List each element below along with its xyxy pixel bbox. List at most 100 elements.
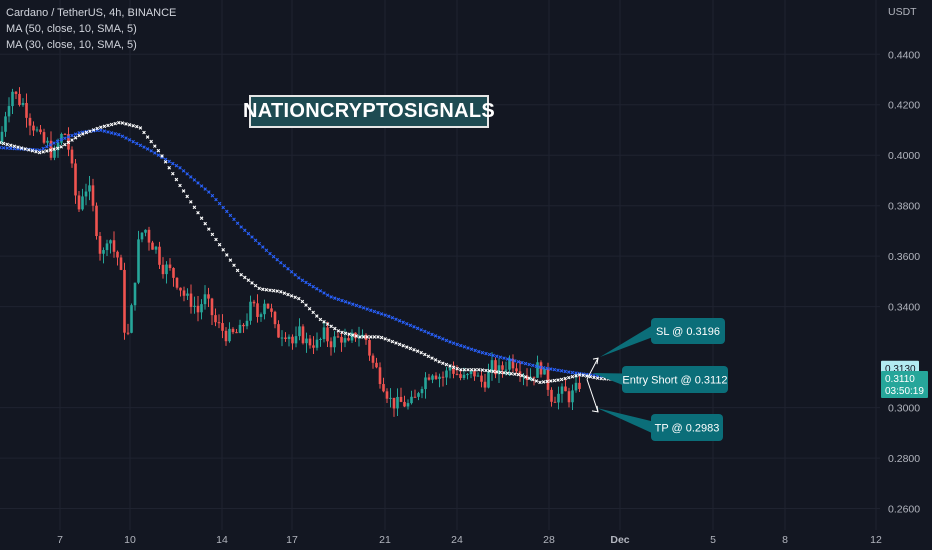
candle-body bbox=[333, 336, 336, 348]
ma-30-marker bbox=[545, 379, 549, 384]
ma-30-marker bbox=[498, 370, 503, 375]
ma-50-marker bbox=[41, 146, 45, 151]
ma-50-marker bbox=[99, 128, 103, 132]
ma-50-marker bbox=[102, 129, 107, 133]
x-tick-label: 8 bbox=[782, 534, 788, 546]
ma-30-marker bbox=[59, 145, 63, 149]
ma-50-marker bbox=[59, 137, 63, 142]
candle-body bbox=[557, 393, 560, 403]
ma-50-marker bbox=[135, 141, 139, 146]
ma-50-marker bbox=[361, 306, 366, 310]
candle-body bbox=[35, 129, 39, 131]
ma-50-marker bbox=[239, 225, 243, 229]
ma-50-marker bbox=[513, 359, 517, 363]
ma-30-marker bbox=[250, 281, 254, 285]
last-price-tag: 0.3110 bbox=[885, 374, 915, 385]
ma-30-marker bbox=[487, 369, 492, 373]
candle-body bbox=[137, 239, 140, 283]
entry-callout-pointer bbox=[592, 373, 624, 386]
candle-body bbox=[144, 229, 147, 233]
candle-body bbox=[102, 250, 105, 254]
ma-30-marker bbox=[275, 289, 279, 293]
candle-body bbox=[228, 328, 231, 342]
ma-50-marker bbox=[527, 362, 531, 367]
ma-50-marker bbox=[369, 308, 373, 313]
ma-50-marker bbox=[405, 322, 409, 326]
ma-50-marker bbox=[552, 367, 557, 372]
candle-body bbox=[56, 142, 60, 151]
ma-30-marker bbox=[340, 330, 344, 335]
candle-body bbox=[266, 303, 270, 309]
ma-50-marker bbox=[156, 153, 161, 157]
ma-30-marker bbox=[581, 373, 585, 378]
entry-callout-box bbox=[622, 366, 728, 393]
price-axis[interactable]: USDT 0.4400 0.4200 0.4000 0.3800 0.3600 0.3400… bbox=[888, 6, 920, 516]
ma-50-marker bbox=[462, 345, 467, 349]
ma-30-marker bbox=[142, 130, 146, 135]
candle-body bbox=[462, 374, 466, 378]
ma-30-marker bbox=[293, 295, 297, 300]
ma-30-marker bbox=[257, 286, 261, 291]
ma-30-marker bbox=[567, 375, 571, 380]
ma-30-marker bbox=[279, 290, 283, 294]
ma-50-marker bbox=[505, 357, 510, 361]
ma-30-marker bbox=[419, 350, 423, 355]
ma-30-marker bbox=[37, 150, 42, 155]
candle-body bbox=[203, 294, 207, 305]
x-tick-label: 17 bbox=[286, 534, 298, 546]
x-tick-label: 10 bbox=[124, 534, 136, 546]
ma-50-marker bbox=[430, 332, 434, 337]
candle-body bbox=[312, 345, 315, 348]
candle-body bbox=[567, 391, 571, 403]
ma-50-marker bbox=[1, 146, 6, 150]
candle-body bbox=[112, 240, 116, 252]
ma-30-marker bbox=[376, 335, 380, 339]
ma-50-marker bbox=[243, 228, 247, 233]
y-tick-label: 0.3600 bbox=[888, 251, 920, 263]
candle-body bbox=[543, 368, 546, 375]
upper-price-tag-bg bbox=[881, 360, 919, 374]
candle-body bbox=[63, 133, 67, 135]
candle-body bbox=[109, 240, 112, 244]
ma-30-marker bbox=[347, 332, 351, 336]
ma-30-marker bbox=[239, 272, 243, 277]
ma-30-marker bbox=[286, 292, 290, 297]
candle-body bbox=[196, 305, 200, 313]
ma-50-marker bbox=[289, 270, 294, 274]
ma-30-marker bbox=[437, 359, 441, 364]
candle-body bbox=[434, 375, 438, 379]
ma-30-marker bbox=[311, 310, 315, 315]
candle-body bbox=[287, 336, 291, 340]
ma-50-marker bbox=[84, 129, 89, 134]
ma-50-marker bbox=[419, 328, 423, 332]
ma-30-marker bbox=[426, 354, 431, 359]
candle-body bbox=[410, 396, 413, 404]
ma-50-marker bbox=[455, 342, 459, 347]
ma-50-marker bbox=[275, 257, 279, 262]
ma-30-marker bbox=[246, 278, 251, 282]
ma-30-marker bbox=[156, 148, 161, 153]
ma-50-marker bbox=[48, 143, 53, 147]
ma-50-marker bbox=[538, 365, 542, 370]
ma-50-legend[interactable]: MA (50, close, 10, SMA, 5) bbox=[6, 23, 137, 35]
ma-50-marker bbox=[408, 323, 413, 328]
candle-body bbox=[441, 376, 445, 378]
ma-50-marker bbox=[145, 147, 150, 151]
ma-30-marker bbox=[27, 148, 31, 152]
time-axis[interactable]: 7 10 14 17 21 24 28 Dec 5 8 12 bbox=[57, 534, 882, 546]
ma-30-marker bbox=[81, 132, 85, 136]
candle-body bbox=[448, 367, 452, 371]
candle-body bbox=[81, 196, 84, 210]
symbol-title[interactable]: Cardano / TetherUS, 4h, BINANCE bbox=[6, 7, 177, 19]
candle-body bbox=[501, 365, 504, 370]
ma-50-marker bbox=[228, 213, 233, 218]
candle-body bbox=[392, 397, 396, 409]
candle-body bbox=[252, 301, 256, 304]
ma-30-marker bbox=[221, 248, 225, 252]
candle-body bbox=[151, 242, 154, 250]
candle-body bbox=[368, 340, 371, 356]
ma-30-legend[interactable]: MA (30, close, 10, SMA, 5) bbox=[6, 39, 137, 51]
ma-30-marker bbox=[63, 142, 67, 147]
candle-body bbox=[469, 370, 473, 375]
